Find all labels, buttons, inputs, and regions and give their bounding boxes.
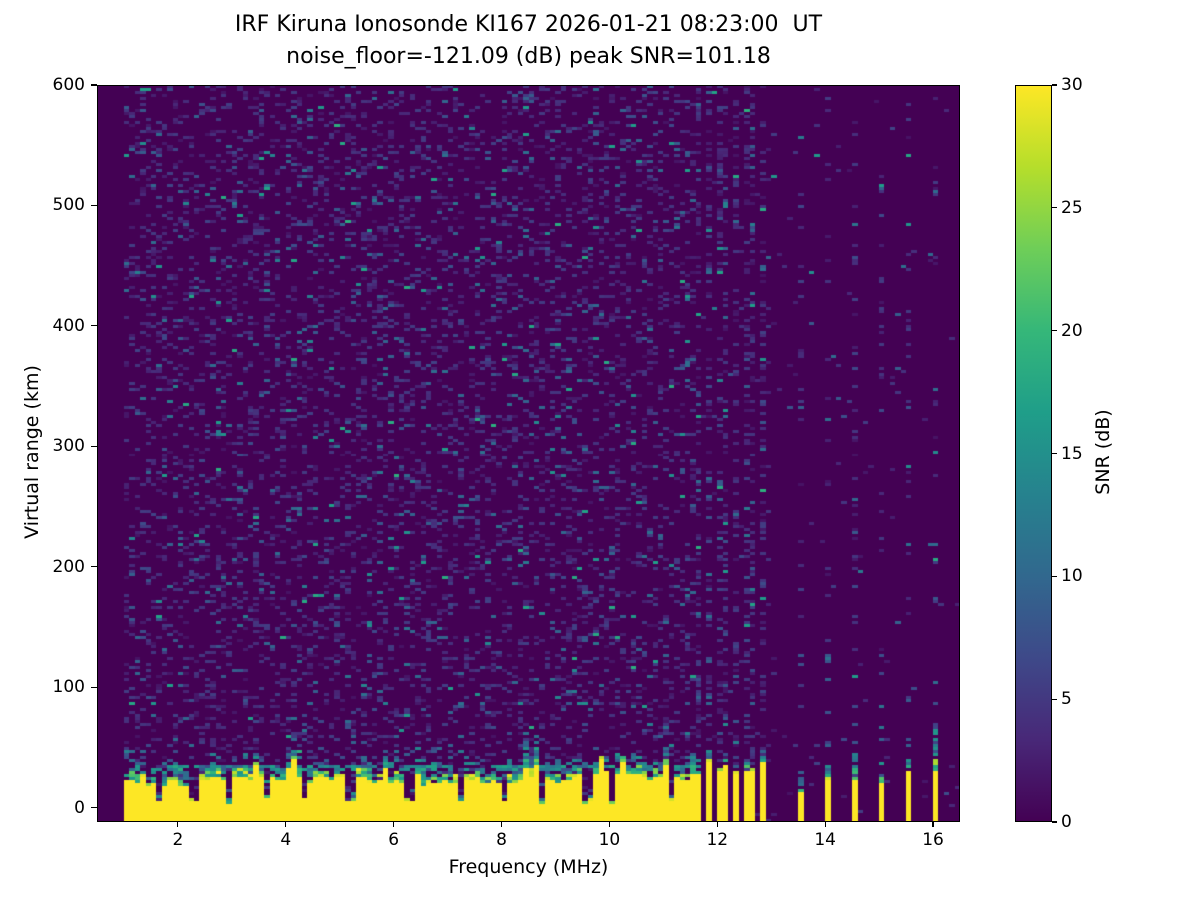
- x-tick-label: 8: [496, 830, 507, 850]
- colorbar-label: SNR (dB): [1092, 409, 1114, 495]
- colorbar-gradient: [1016, 86, 1051, 821]
- x-tick-mark: [285, 822, 287, 827]
- x-tick-mark: [393, 822, 395, 827]
- y-tick-mark: [91, 204, 97, 206]
- x-tick-label: 10: [598, 830, 621, 850]
- colorbar-tick-mark: [1052, 330, 1057, 332]
- y-tick-label: 600: [52, 75, 85, 95]
- x-axis-label: Frequency (MHz): [448, 856, 609, 878]
- y-tick-label: 300: [52, 436, 85, 457]
- colorbar-tick-mark: [1052, 84, 1057, 86]
- colorbar-tick-label: 25: [1061, 197, 1083, 218]
- x-tick-mark: [824, 822, 826, 827]
- y-tick-mark: [91, 84, 97, 86]
- x-tick-label: 4: [280, 830, 292, 850]
- colorbar-tick-mark: [1052, 821, 1057, 823]
- colorbar-tick-label: 15: [1061, 443, 1083, 464]
- y-axis-label: Virtual range (km): [21, 365, 43, 539]
- x-tick-label: 16: [922, 830, 944, 850]
- colorbar-tick-label: 30: [1061, 75, 1083, 95]
- x-tick-label: 2: [172, 830, 184, 850]
- colorbar: [1015, 85, 1052, 822]
- colorbar-tick-label: 20: [1061, 320, 1083, 341]
- y-tick-label: 400: [52, 315, 85, 336]
- y-tick-label: 200: [52, 556, 85, 577]
- colorbar-tick-mark: [1052, 575, 1057, 577]
- title-line-1: IRF Kiruna Ionosonde KI167 2026-01-21 08…: [234, 12, 823, 37]
- colorbar-tick-label: 5: [1061, 689, 1072, 710]
- y-tick-mark: [91, 686, 97, 688]
- x-tick-mark: [608, 822, 610, 827]
- plot-area: [97, 85, 960, 822]
- y-tick-label: 100: [52, 677, 85, 698]
- x-tick-mark: [177, 822, 179, 827]
- y-tick-label: 500: [52, 195, 85, 216]
- title-line-2: noise_floor=-121.09 (dB) peak SNR=101.18: [286, 44, 771, 69]
- heatmap-canvas: [97, 85, 960, 822]
- colorbar-tick-label: 0: [1061, 812, 1072, 832]
- x-tick-label: 12: [706, 830, 729, 850]
- x-tick-mark: [932, 822, 934, 827]
- x-tick-mark: [500, 822, 503, 827]
- x-tick-label: 6: [388, 830, 400, 850]
- y-tick-mark: [91, 445, 97, 447]
- y-tick-mark: [91, 806, 97, 809]
- y-tick-label: 0: [74, 797, 85, 818]
- y-tick-mark: [91, 566, 97, 568]
- colorbar-tick-mark: [1052, 452, 1057, 455]
- colorbar-tick-mark: [1052, 207, 1057, 209]
- x-tick-mark: [716, 822, 718, 827]
- colorbar-tick-label: 10: [1061, 566, 1083, 587]
- colorbar-tick-mark: [1052, 698, 1057, 700]
- x-tick-label: 14: [814, 830, 836, 850]
- y-tick-mark: [91, 325, 97, 327]
